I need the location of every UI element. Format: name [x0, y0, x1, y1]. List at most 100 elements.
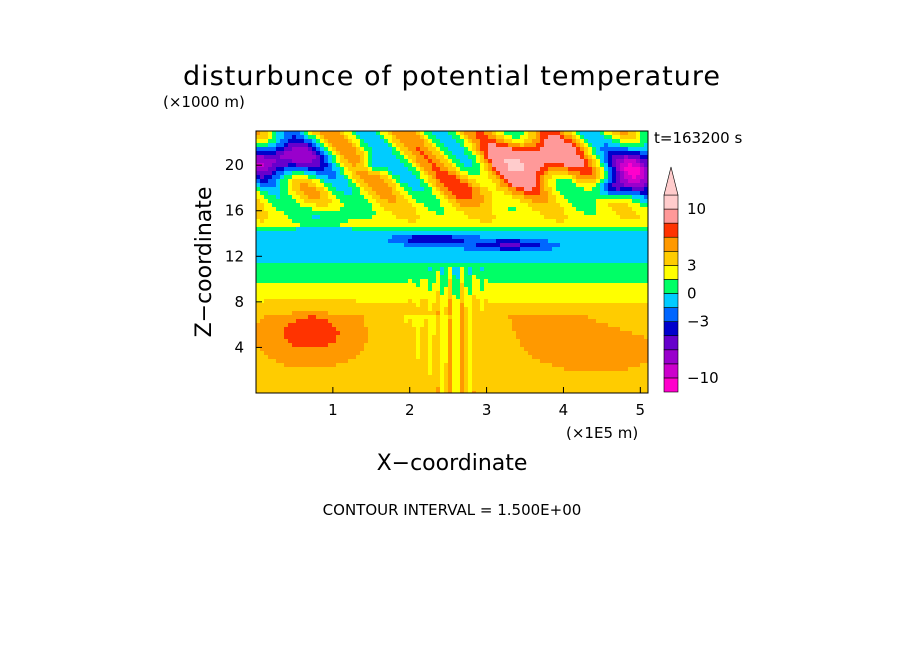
field-cell — [544, 319, 548, 323]
field-cell — [556, 151, 560, 155]
field-cell — [360, 327, 364, 331]
field-cell — [508, 155, 512, 159]
field-cell — [316, 215, 320, 219]
field-cell — [468, 147, 472, 151]
field-cell — [312, 283, 316, 287]
field-cell — [476, 203, 480, 207]
field-cell — [632, 207, 636, 211]
field-cell — [584, 183, 588, 187]
field-cell — [296, 215, 300, 219]
field-cell — [580, 247, 584, 251]
field-cell — [492, 231, 496, 235]
field-cell — [556, 291, 560, 295]
field-cell — [408, 311, 412, 315]
field-cell — [444, 275, 448, 279]
field-cell — [372, 307, 376, 311]
field-cell — [372, 255, 376, 259]
field-cell — [376, 311, 380, 315]
field-cell — [308, 151, 312, 155]
field-cell — [440, 255, 444, 259]
field-cell — [472, 151, 476, 155]
field-cell — [636, 267, 640, 271]
field-cell — [616, 279, 620, 283]
field-cell — [616, 167, 620, 171]
field-cell — [436, 223, 440, 227]
field-cell — [432, 215, 436, 219]
field-cell — [592, 139, 596, 143]
field-cell — [588, 223, 592, 227]
field-cell — [580, 195, 584, 199]
field-cell — [288, 255, 292, 259]
field-cell — [516, 283, 520, 287]
field-cell — [540, 147, 544, 151]
field-cell — [436, 207, 440, 211]
field-cell — [384, 219, 388, 223]
field-cell — [500, 283, 504, 287]
field-cell — [344, 159, 348, 163]
field-cell — [368, 131, 372, 135]
field-cell — [264, 267, 268, 271]
field-cell — [560, 287, 564, 291]
field-cell — [356, 207, 360, 211]
field-cell — [504, 167, 508, 171]
field-cell — [536, 243, 540, 247]
field-cell — [368, 203, 372, 207]
field-cell — [512, 167, 516, 171]
field-cell — [548, 211, 552, 215]
field-cell — [260, 295, 264, 299]
field-cell — [388, 327, 392, 331]
field-cell — [404, 331, 408, 335]
field-cell — [296, 227, 300, 231]
field-cell — [300, 223, 304, 227]
field-cell — [284, 251, 288, 255]
field-cell — [332, 263, 336, 267]
field-cell — [576, 215, 580, 219]
field-cell — [352, 291, 356, 295]
field-cell — [464, 243, 468, 247]
field-cell — [468, 171, 472, 175]
field-cell — [452, 303, 456, 307]
field-cell — [532, 331, 536, 335]
field-cell — [376, 327, 380, 331]
field-cell — [588, 263, 592, 267]
field-cell — [324, 323, 328, 327]
field-cell — [388, 139, 392, 143]
field-cell — [624, 175, 628, 179]
field-cell — [560, 223, 564, 227]
time-label: t=163200 s — [654, 129, 742, 147]
field-cell — [452, 195, 456, 199]
field-cell — [512, 195, 516, 199]
field-cell — [620, 183, 624, 187]
field-cell — [432, 283, 436, 287]
field-cell — [288, 159, 292, 163]
field-cell — [304, 203, 308, 207]
field-cell — [384, 299, 388, 303]
field-cell — [628, 179, 632, 183]
field-cell — [524, 287, 528, 291]
field-cell — [580, 251, 584, 255]
field-cell — [452, 211, 456, 215]
field-cell — [528, 135, 532, 139]
field-cell — [644, 167, 648, 171]
field-cell — [480, 155, 484, 159]
field-cell — [296, 295, 300, 299]
field-cell — [468, 231, 472, 235]
field-cell — [352, 179, 356, 183]
field-cell — [612, 307, 616, 311]
field-cell — [424, 155, 428, 159]
field-cell — [532, 251, 536, 255]
field-cell — [568, 223, 572, 227]
field-cell — [424, 135, 428, 139]
field-cell — [264, 287, 268, 291]
field-cell — [308, 275, 312, 279]
field-cell — [276, 211, 280, 215]
field-cell — [404, 255, 408, 259]
field-cell — [452, 167, 456, 171]
field-cell — [484, 279, 488, 283]
field-cell — [468, 259, 472, 263]
field-cell — [612, 295, 616, 299]
field-cell — [416, 271, 420, 275]
field-cell — [388, 267, 392, 271]
field-cell — [268, 139, 272, 143]
field-cell — [308, 199, 312, 203]
